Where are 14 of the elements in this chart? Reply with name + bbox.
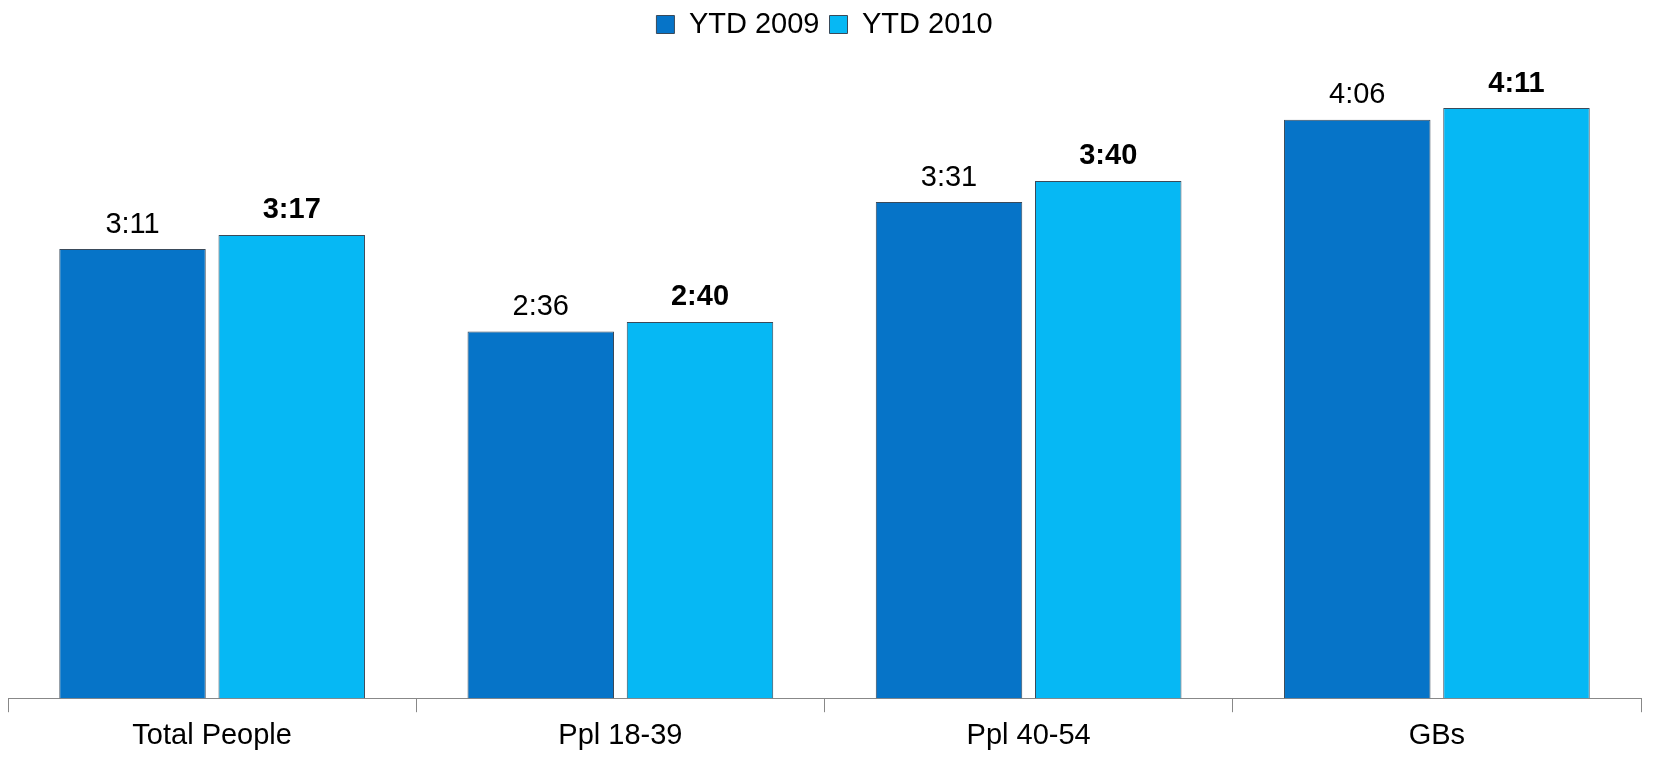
x-tick-label: Ppl 18-39 — [558, 717, 683, 750]
legend-label: YTD 2010 — [862, 6, 993, 39]
x-tick-label: GBs — [1408, 717, 1466, 750]
data-label: 3:17 — [262, 192, 321, 225]
data-label: 4:06 — [1329, 77, 1386, 110]
data-label: 4:11 — [1488, 65, 1545, 98]
data-label: 2:40 — [670, 279, 730, 312]
x-tick-label: Ppl 40-54 — [966, 717, 1091, 750]
data-label: 3:31 — [920, 159, 978, 192]
data-label: 3:40 — [1079, 138, 1138, 171]
x-tick-label: Total People — [132, 717, 292, 750]
data-label: 3:11 — [105, 206, 160, 239]
data-label: 2:36 — [512, 288, 569, 321]
legend-label: YTD 2009 — [688, 6, 820, 39]
